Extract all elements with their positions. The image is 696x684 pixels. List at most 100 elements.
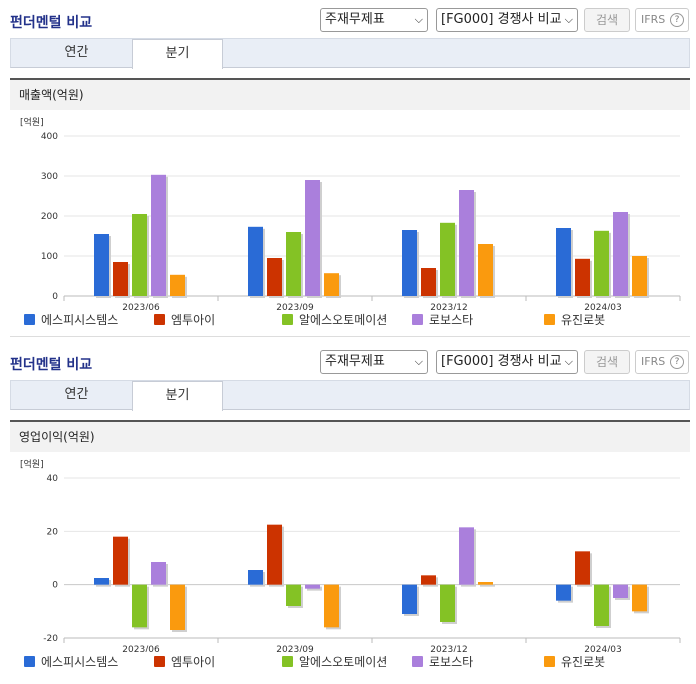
peer-group-select[interactable]: [FG000] 경쟁사 비교 ⌵ [436,8,578,32]
tab-annual[interactable]: 연간 [64,45,89,60]
panel-header: 펀더멘털 비교 주재무제표 ⌵ [FG000] 경쟁사 비교 ⌵ 검색 IFRS? [0,342,696,380]
bar[interactable] [440,222,455,296]
tab-quarterly[interactable]: 분기 [132,381,223,411]
operating-income-bar-chart: [억원] -20 0 20 40 2023/06 2023/09 2023/12 2024/03 [20,458,681,652]
legend-label: 에스피시스템스 [41,313,119,327]
unit-label: [억원] [20,116,44,128]
x-tick-label: 2023/06 [122,303,160,310]
tab-quarterly[interactable]: 분기 [132,39,223,69]
bar[interactable] [94,578,109,585]
legend-label: 에스피시스템스 [41,655,119,669]
tab-annual[interactable]: 연간 [64,387,89,402]
bar[interactable] [613,584,628,598]
legend-item[interactable]: 로보스타 [412,653,473,671]
legend-item[interactable]: 엠투아이 [154,653,215,671]
bar[interactable] [324,273,339,296]
search-button[interactable]: 검색 [584,8,630,32]
bar-shadow [307,586,322,591]
bar[interactable] [248,570,263,585]
legend-label: 로보스타 [429,313,474,327]
bar[interactable] [478,244,493,296]
chevron-down-icon: ⌵ [564,13,573,26]
bar[interactable] [132,584,147,628]
legend-swatch [154,314,165,325]
legend-swatch [24,314,35,325]
bar[interactable] [594,584,609,626]
panel-title: 펀더멘털 비교 [10,357,93,373]
bar[interactable] [286,232,301,296]
statement-select[interactable]: 주재무제표 ⌵ [320,8,428,32]
bar[interactable] [94,234,109,296]
bar[interactable] [594,230,609,296]
bar[interactable] [440,584,455,622]
bar[interactable] [402,584,417,614]
bar[interactable] [132,214,147,296]
chart-legend: 에스피시스템스 엠투아이 알에스오토메이션 로보스타 유진로봇 [0,311,696,329]
bar[interactable] [556,584,571,601]
bar[interactable] [459,527,474,585]
bar[interactable] [324,584,339,628]
x-tick-label: 2023/09 [276,303,314,310]
bar[interactable] [267,258,282,296]
legend-item[interactable]: 에스피시스템스 [24,311,118,329]
bar[interactable] [113,262,128,296]
bar[interactable] [632,584,647,612]
legend-item[interactable]: 에스피시스템스 [24,653,118,671]
bar[interactable] [632,256,647,296]
legend-label: 알에스오토메이션 [299,313,388,327]
bar[interactable] [267,524,282,585]
ifrs-button[interactable]: IFRS? [635,350,689,374]
y-tick-label: 200 [41,212,58,222]
legend-item[interactable]: 로보스타 [412,311,473,329]
y-tick-label: 300 [41,172,58,182]
x-tick-label: 2023/06 [122,645,160,652]
unit-label: [억원] [20,458,44,470]
period-tabs: 연간 분기 [10,380,690,411]
y-tick-label: 20 [47,527,59,537]
y-tick-label: 100 [41,252,58,262]
bar[interactable] [170,584,185,630]
legend-item[interactable]: 유진로봇 [544,311,605,329]
ifrs-button[interactable]: IFRS? [635,8,689,32]
period-tabs: 연간 분기 [10,38,690,69]
divider [10,336,690,337]
legend-label: 유진로봇 [561,313,606,327]
y-tick-label: -20 [43,634,58,644]
bar[interactable] [613,212,628,296]
bar[interactable] [170,274,185,296]
bar[interactable] [248,226,263,296]
help-icon[interactable]: ? [670,355,684,369]
legend-swatch [544,656,555,667]
bar[interactable] [575,258,590,296]
section-title: 매출액(억원) [10,78,690,110]
search-button[interactable]: 검색 [584,350,630,374]
peer-group-select[interactable]: [FG000] 경쟁사 비교 ⌵ [436,350,578,374]
x-tick-label: 2023/12 [430,303,467,310]
bar[interactable] [151,562,166,585]
x-tick-label: 2024/03 [584,303,621,310]
legend-item[interactable]: 알에스오토메이션 [282,653,387,671]
bar[interactable] [305,180,320,296]
bar[interactable] [286,584,301,606]
bar[interactable] [151,174,166,296]
x-tick-label: 2024/03 [584,645,621,652]
bar[interactable] [402,230,417,296]
bar[interactable] [421,575,436,585]
legend-item[interactable]: 엠투아이 [154,311,215,329]
bar[interactable] [113,536,128,585]
bar[interactable] [459,190,474,296]
chevron-down-icon: ⌵ [564,355,573,368]
bar[interactable] [478,582,493,585]
legend-swatch [24,656,35,667]
bar[interactable] [421,268,436,296]
bar[interactable] [305,584,320,589]
panel-header: 펀더멘털 비교 주재무제표 ⌵ [FG000] 경쟁사 비교 ⌵ 검색 IFRS? [0,0,696,38]
y-tick-label: 400 [41,132,58,142]
legend-item[interactable]: 알에스오토메이션 [282,311,387,329]
bar[interactable] [575,551,590,585]
bar[interactable] [556,228,571,296]
x-tick-label: 2023/12 [430,645,467,652]
statement-select[interactable]: 주재무제표 ⌵ [320,350,428,374]
legend-item[interactable]: 유진로봇 [544,653,605,671]
help-icon[interactable]: ? [670,13,684,27]
